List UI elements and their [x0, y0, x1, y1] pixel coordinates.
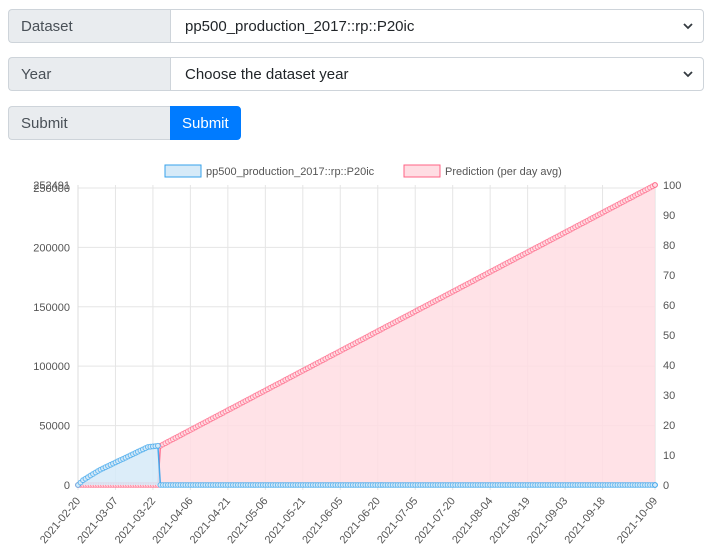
y-left-tick-label: 150000 — [33, 302, 70, 314]
legend-swatch — [164, 164, 202, 178]
y-right-tick-label: 80 — [663, 240, 675, 252]
series-prediction-area — [78, 185, 655, 485]
submit-button[interactable]: Submit — [170, 106, 241, 140]
y-left-tick-label: 252491 — [33, 180, 70, 192]
year-row: Year Choose the dataset year — [8, 57, 704, 91]
y-right-tick-label: 90 — [663, 210, 675, 222]
submit-label: Submit — [8, 106, 170, 140]
series-actual-point — [155, 442, 161, 449]
y-right-tick-label: 10 — [663, 450, 675, 462]
dataset-select-value: pp500_production_2017::rp::P20ic — [185, 17, 415, 35]
series-prediction-point — [652, 182, 658, 188]
y-right-tick-label: 60 — [663, 300, 675, 312]
y-right-tick-label: 0 — [663, 480, 669, 492]
year-select[interactable]: Choose the dataset year — [170, 57, 704, 91]
legend-swatch — [403, 164, 441, 178]
y-left-tick-label: 0 — [64, 480, 70, 492]
series-actual-point — [652, 482, 658, 488]
y-left-tick-label: 200000 — [33, 242, 70, 254]
year-label: Year — [8, 57, 170, 91]
y-right-tick-label: 20 — [663, 420, 675, 432]
y-left-tick-label: 250000 — [33, 183, 70, 195]
legend-label: Prediction (per day avg) — [445, 166, 562, 178]
series-actual-area — [78, 445, 655, 485]
chevron-down-icon — [683, 23, 693, 30]
y-right-tick-label: 100 — [663, 180, 681, 192]
y-right-tick-label: 50 — [663, 330, 675, 342]
y-right-tick-label: 30 — [663, 390, 675, 402]
x-tick-label: 2021-10-09 — [615, 495, 660, 546]
y-left-tick-label: 100000 — [33, 361, 70, 373]
legend-label: pp500_production_2017::rp::P20ic — [206, 166, 375, 178]
chevron-down-icon — [683, 71, 693, 78]
y-left-tick-label: 50000 — [39, 421, 70, 433]
year-select-value: Choose the dataset year — [185, 65, 349, 83]
dataset-row: Dataset pp500_production_2017::rp::P20ic — [8, 9, 704, 43]
submit-row: Submit Submit — [8, 106, 241, 140]
dataset-select[interactable]: pp500_production_2017::rp::P20ic — [170, 9, 704, 43]
y-right-tick-label: 40 — [663, 360, 675, 372]
dataset-label: Dataset — [8, 9, 170, 43]
y-right-tick-label: 70 — [663, 270, 675, 282]
